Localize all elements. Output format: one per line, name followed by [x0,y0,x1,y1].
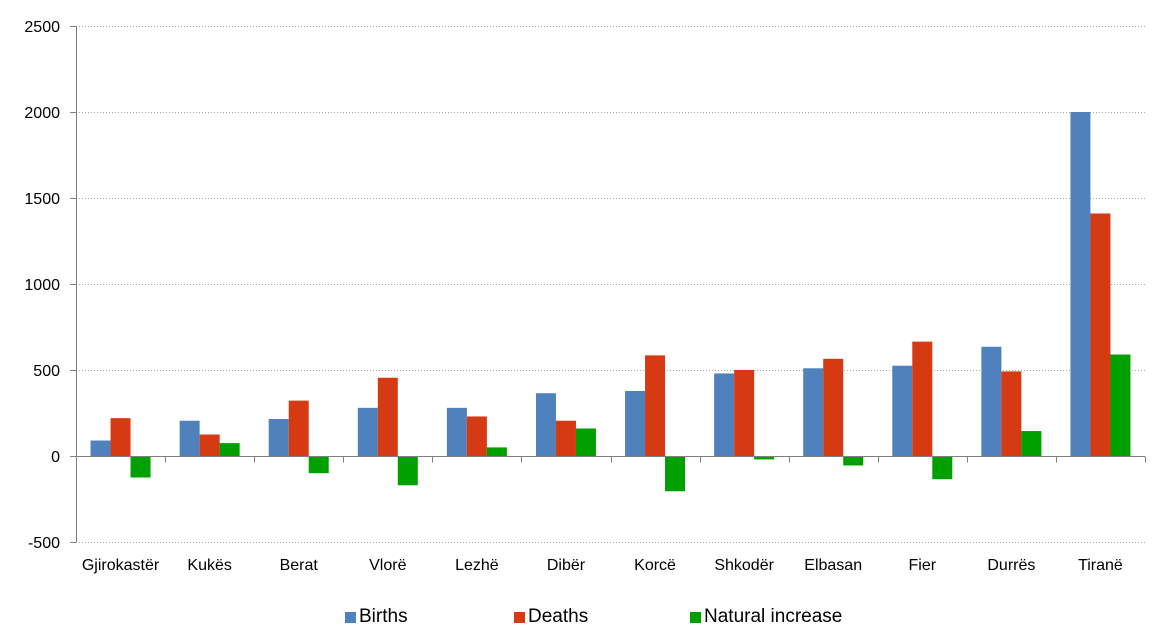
y-tick-label: -500 [28,535,60,552]
legend-label-births: Births [359,606,408,627]
y-tick-label: 1000 [24,277,60,294]
x-tick-label: Kukës [187,557,231,574]
x-tick-label: Lezhë [455,557,499,574]
x-tick-label: Vlorë [369,557,406,574]
bar-births [535,393,556,456]
bar-births [714,373,735,456]
bars [90,112,1131,492]
bar-natural-increase [486,447,507,456]
bar-natural-increase [843,456,864,466]
bar-natural-increase [932,456,953,480]
bar-natural-increase [130,456,151,478]
gridlines [76,26,1145,543]
bar-births [981,346,1002,456]
bar-natural-increase [308,456,329,474]
bar-deaths [912,341,933,456]
axes [70,26,1146,543]
legend-swatch-births [345,611,356,623]
legend-label-deaths: Deaths [528,606,589,627]
bar-births [357,407,378,456]
x-tick-label: Durrës [987,557,1035,574]
bar-deaths [377,377,398,456]
bar-births [90,440,111,456]
x-tick-label: Fier [909,557,937,574]
y-axis-tick-labels: 2500 2000 1500 1000 500 0 -500 [24,19,60,552]
x-axis-tick-labels: Gjirokastër Kukës Berat Vlorë Lezhë Dibër Korc… [82,557,1123,574]
bar-deaths [288,400,309,456]
bar-natural-increase [1110,354,1131,456]
y-tick-label: 500 [33,363,60,380]
bar-deaths [110,418,131,456]
legend-item-natural-increase: Natural increase [690,606,842,628]
bar-births [1070,112,1091,456]
legend-label-natural-increase: Natural increase [704,606,843,627]
x-tick-label: Gjirokastër [82,557,160,574]
y-tick-label: 2000 [24,105,60,122]
x-tick-label: Shkodër [714,557,774,574]
x-tick-label: Korcë [634,557,676,574]
bar-births [446,407,467,456]
bar-births [179,420,200,456]
legend-swatch-natural-increase [690,611,701,623]
x-tick-label: Berat [280,557,319,574]
legend-item-deaths: Deaths [514,606,588,628]
bar-deaths [823,358,844,456]
bar-natural-increase [665,456,686,492]
x-tick-label: Tiranë [1078,557,1123,574]
bar-births [625,390,646,456]
bar-natural-increase [575,428,596,456]
bar-births [268,419,289,456]
legend: Births Deaths Natural increase [0,606,1157,630]
bar-deaths [1001,371,1022,456]
bar-deaths [199,434,220,456]
y-tick-label: 0 [51,449,60,466]
bar-deaths [466,416,487,456]
bar-deaths [734,370,755,456]
y-tick-label: 1500 [24,191,60,208]
bar-births [892,365,913,456]
bar-natural-increase [754,456,775,460]
y-tick-label: 2500 [24,19,60,36]
legend-item-births: Births [345,606,408,628]
bar-natural-increase [397,456,418,486]
bar-natural-increase [219,443,240,456]
bar-deaths [645,355,666,456]
bar-deaths [1090,213,1111,456]
legend-swatch-deaths [514,611,525,623]
x-tick-label: Elbasan [804,557,862,574]
bar-births [803,368,824,456]
x-tick-label: Dibër [547,557,586,574]
bar-deaths [555,420,576,456]
bar-natural-increase [1021,431,1042,456]
